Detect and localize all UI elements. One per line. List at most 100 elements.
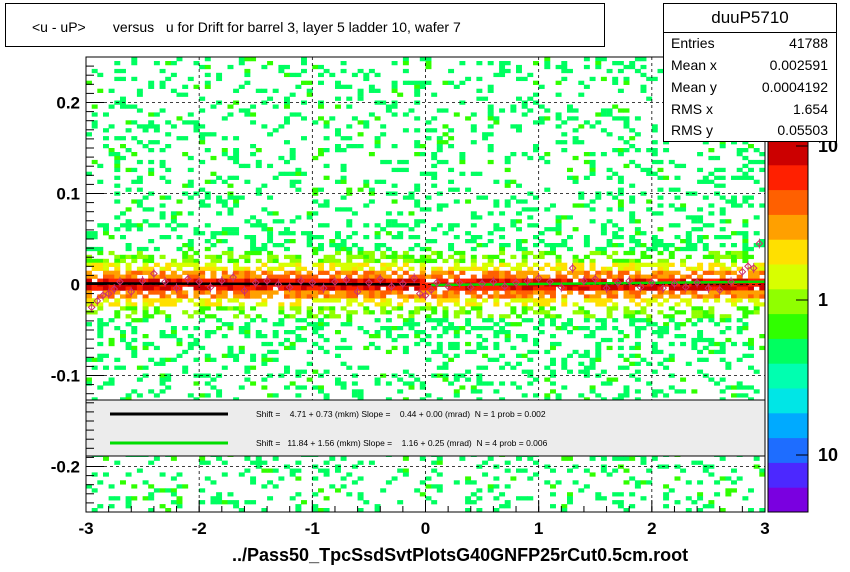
heatmap-cell (187, 298, 194, 303)
heatmap-cell (600, 231, 607, 236)
legend-label: Shift = 11.84 + 1.56 (mkm) Slope = 1.16 … (256, 438, 548, 448)
heatmap-cell (414, 235, 421, 240)
heatmap-cell (595, 112, 602, 117)
heatmap-cell (719, 397, 726, 402)
heatmap-cell (612, 76, 619, 82)
heatmap-cell (533, 254, 539, 260)
heatmap-cell (159, 108, 166, 113)
heatmap-cell (708, 341, 715, 347)
heatmap-cell (323, 306, 330, 311)
heatmap-cell (159, 80, 166, 85)
heatmap-cell (368, 286, 375, 291)
heatmap-cell (306, 322, 313, 327)
heatmap-cell (221, 294, 228, 299)
heatmap-cell (561, 148, 568, 153)
heatmap-cell (238, 349, 245, 355)
heatmap-cell (272, 322, 279, 327)
heatmap-cell (708, 278, 715, 283)
heatmap-cell (357, 144, 364, 149)
heatmap-cell (578, 361, 585, 366)
heatmap-cell (182, 270, 189, 275)
heatmap-cell (323, 278, 330, 283)
heatmap-cell (86, 286, 92, 291)
heatmap-cell (199, 456, 206, 461)
heatmap-cell (385, 334, 392, 339)
heatmap-cell (742, 306, 749, 311)
heatmap-cell (357, 187, 364, 192)
heatmap-cell (753, 231, 760, 236)
heatmap-cell (680, 298, 687, 303)
heatmap-cell (255, 246, 262, 252)
heatmap-cell (357, 460, 364, 465)
heatmap-cell (600, 337, 607, 343)
heatmap-cell (182, 136, 189, 141)
heatmap-cell (187, 270, 194, 275)
heatmap-cell (459, 155, 466, 161)
heatmap-cell (448, 136, 455, 141)
heatmap-cell (651, 389, 658, 394)
heatmap-cell (233, 258, 240, 264)
heatmap-cell (674, 476, 681, 481)
heatmap-cell (176, 290, 183, 295)
heatmap-cell (634, 480, 641, 485)
heatmap-cell (261, 262, 268, 267)
heatmap-cell (408, 235, 415, 240)
heatmap-cell (250, 223, 257, 228)
heatmap-cell (742, 314, 749, 319)
heatmap-cell (284, 278, 290, 283)
heatmap-cell (289, 179, 296, 184)
heatmap-cell (210, 500, 217, 505)
heatmap-cell (742, 199, 749, 204)
heatmap-cell (550, 492, 556, 497)
heatmap-cell (312, 120, 319, 125)
heatmap-cell (125, 246, 132, 252)
heatmap-cell (97, 318, 104, 323)
heatmap-cell (578, 353, 585, 358)
heatmap-cell (550, 484, 556, 489)
heatmap-cell (131, 76, 138, 82)
heatmap-cell (159, 310, 166, 315)
heatmap-cell (527, 381, 534, 386)
heatmap-cell (335, 381, 341, 386)
heatmap-cell (346, 266, 353, 271)
heatmap-cell (516, 266, 522, 271)
heatmap-cell (470, 298, 477, 303)
heatmap-cell (278, 310, 285, 315)
heatmap-cell (742, 282, 749, 287)
heatmap-cell (272, 290, 279, 295)
heatmap-cell (159, 389, 166, 394)
heatmap-cell (646, 361, 653, 366)
heatmap-cell (267, 258, 274, 264)
heatmap-cell (408, 326, 415, 331)
heatmap-cell (97, 357, 104, 362)
heatmap-cell (442, 231, 449, 236)
heatmap-cell (272, 357, 279, 362)
heatmap-cell (136, 223, 143, 228)
heatmap-cell (600, 369, 607, 374)
profile-point (670, 278, 679, 289)
heatmap-cell (487, 270, 494, 275)
heatmap-cell (289, 468, 296, 473)
heatmap-cell (284, 159, 290, 165)
heatmap-cell (318, 298, 324, 303)
heatmap-cell (170, 270, 177, 275)
heatmap-cell (346, 322, 353, 327)
heatmap-cell (516, 183, 522, 188)
heatmap-cell (629, 258, 636, 264)
heatmap-cell (397, 286, 404, 291)
heatmap-cell (351, 393, 358, 398)
heatmap-cell (391, 167, 398, 173)
heatmap-cell (374, 286, 381, 291)
heatmap-cell (651, 393, 658, 398)
heatmap-cell (612, 318, 619, 323)
heatmap-cell (210, 155, 217, 161)
heatmap-cell (301, 294, 307, 299)
heatmap-cell (742, 341, 749, 347)
heatmap-cell (402, 258, 409, 264)
heatmap-cell (318, 385, 324, 390)
heatmap-cell (340, 294, 347, 299)
heatmap-cell (176, 57, 183, 62)
heatmap-cell (657, 389, 664, 394)
heatmap-cell (674, 175, 681, 180)
heatmap-cell (448, 179, 455, 184)
